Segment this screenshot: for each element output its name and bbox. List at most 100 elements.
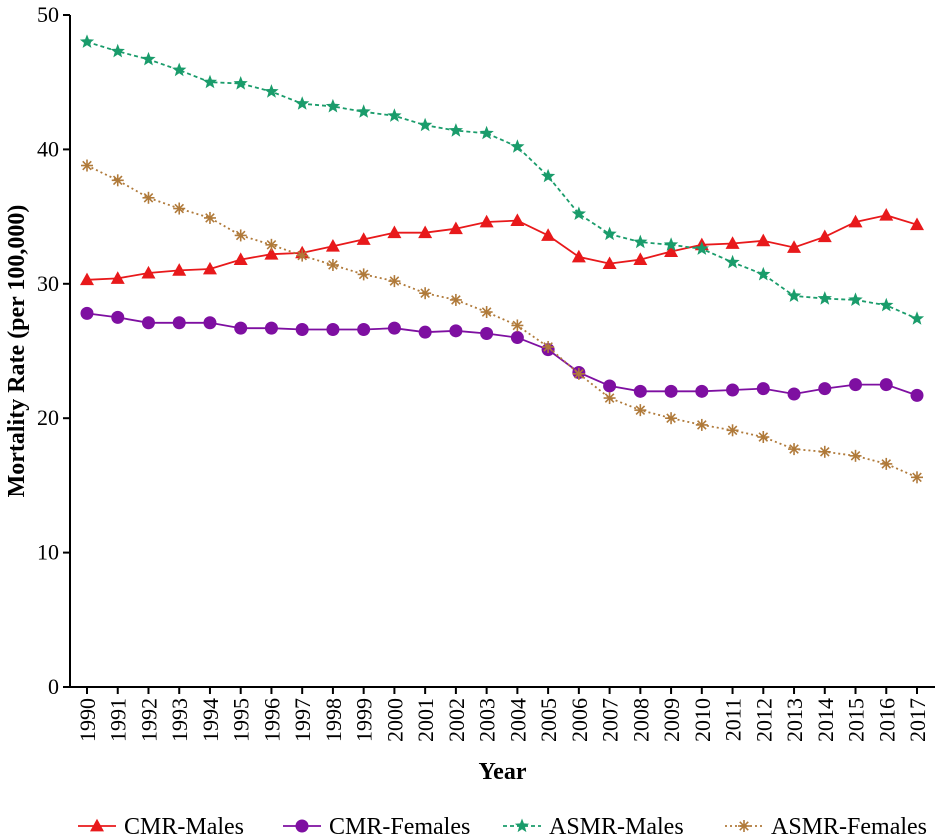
data-point-cmr-males xyxy=(787,240,802,253)
legend-item-cmr-females: CMR-Females xyxy=(283,814,470,839)
legend-item-asmr-males: ASMR-Males xyxy=(503,814,684,839)
data-point-asmr-males xyxy=(510,139,525,153)
series-layer xyxy=(79,34,925,484)
data-point-cmr-males xyxy=(264,247,279,260)
x-tick-label: 2006 xyxy=(567,698,592,742)
series-asmr-females xyxy=(81,159,923,484)
data-point-asmr-females xyxy=(326,258,339,271)
data-point-cmr-males xyxy=(879,208,894,221)
data-point-cmr-females xyxy=(387,321,401,335)
data-point-cmr-females xyxy=(418,325,432,339)
data-point-cmr-males xyxy=(602,256,617,270)
data-point-asmr-males xyxy=(448,123,463,137)
series-line-cmr-males xyxy=(86,214,918,281)
data-point-asmr-females xyxy=(296,249,309,262)
x-tick-label: 2000 xyxy=(382,698,407,742)
legend: CMR-Males CMR-Females ASMR-Males ASMR-Femal… xyxy=(78,814,927,839)
x-tick-label: 2008 xyxy=(628,698,653,742)
data-point-asmr-females xyxy=(880,457,893,470)
asterisk-stroke xyxy=(574,369,584,379)
y-axis-title: Mortality Rate (per 100,000) xyxy=(4,205,30,498)
data-point-asmr-males xyxy=(233,76,248,90)
data-point-cmr-males xyxy=(233,252,248,266)
data-point-asmr-males xyxy=(418,117,433,132)
data-point-cmr-females xyxy=(357,322,371,336)
asterisk-stroke xyxy=(666,413,676,424)
series-asmr-males xyxy=(79,34,925,325)
x-tick-label: 2011 xyxy=(721,698,746,741)
data-point-asmr-males xyxy=(879,297,894,312)
asterisk-stroke xyxy=(819,446,830,457)
data-point-cmr-males xyxy=(356,232,371,245)
data-point-asmr-males xyxy=(694,241,709,255)
data-point-cmr-males xyxy=(325,238,340,252)
legend-label-asmr-females: ASMR-Females xyxy=(771,814,927,839)
y-tick-label: 0 xyxy=(48,674,59,699)
x-tick-label: 1999 xyxy=(352,698,377,742)
x-tick-label: 2012 xyxy=(751,698,776,742)
asterisk-stroke xyxy=(727,425,738,436)
data-point-cmr-males xyxy=(110,271,125,284)
x-tick-label: 2009 xyxy=(659,698,684,742)
data-point-cmr-females xyxy=(756,382,770,396)
data-point-asmr-females xyxy=(511,319,524,332)
legend-marker-asmr-females xyxy=(738,820,750,832)
data-point-cmr-females xyxy=(695,384,709,398)
x-tick-label: 2007 xyxy=(598,698,623,742)
data-point-cmr-males xyxy=(448,221,463,235)
x-tick-label: 1994 xyxy=(198,698,223,742)
data-point-cmr-females xyxy=(664,384,678,398)
asterisk-stroke xyxy=(82,160,92,171)
data-point-cmr-males xyxy=(664,244,679,257)
asterisk-stroke xyxy=(635,405,646,415)
asterisk-stroke xyxy=(881,459,892,469)
data-point-cmr-males xyxy=(172,263,187,276)
data-point-cmr-females xyxy=(510,331,524,345)
data-point-cmr-females xyxy=(818,382,832,396)
asterisk-stroke xyxy=(358,269,369,280)
data-point-cmr-females xyxy=(264,321,278,335)
data-point-asmr-males xyxy=(633,234,648,249)
asterisk-stroke xyxy=(481,307,492,317)
data-point-asmr-males xyxy=(110,43,125,58)
data-point-cmr-males xyxy=(633,252,648,266)
x-tick-label: 1993 xyxy=(167,698,192,742)
x-tick-label: 1990 xyxy=(75,698,100,742)
legend-marker-cmr-males xyxy=(90,818,104,832)
data-point-asmr-females xyxy=(449,293,462,306)
data-point-cmr-females xyxy=(910,388,924,402)
data-point-asmr-females xyxy=(572,367,585,380)
asterisk-stroke xyxy=(451,295,461,305)
asterisk-stroke xyxy=(850,451,861,461)
series-line-asmr-males xyxy=(86,41,918,320)
data-point-asmr-males xyxy=(571,206,586,220)
data-point-cmr-females xyxy=(480,327,494,341)
data-point-asmr-males xyxy=(817,291,832,305)
data-point-asmr-females xyxy=(911,471,923,484)
asterisk-stroke xyxy=(112,175,123,186)
x-tick-label: 2013 xyxy=(782,698,807,742)
legend-item-cmr-males: CMR-Males xyxy=(78,814,244,839)
data-point-asmr-females xyxy=(603,392,616,405)
data-point-asmr-males xyxy=(786,288,802,302)
data-point-asmr-males xyxy=(264,84,279,98)
asterisk-stroke xyxy=(512,320,523,331)
series-cmr-females xyxy=(80,306,924,402)
data-point-asmr-males xyxy=(602,226,617,241)
data-point-asmr-females xyxy=(388,275,401,288)
data-point-asmr-females xyxy=(234,229,247,242)
data-point-asmr-males xyxy=(202,74,218,89)
data-point-cmr-males xyxy=(817,229,832,243)
asterisk-stroke xyxy=(789,444,799,454)
x-tick-label: 2005 xyxy=(536,698,561,742)
legend-marker-cmr-females xyxy=(295,819,309,833)
data-point-cmr-females xyxy=(172,316,186,330)
data-point-cmr-females xyxy=(141,316,155,330)
data-point-asmr-females xyxy=(542,340,555,353)
data-point-asmr-males xyxy=(387,108,402,122)
x-tick-label: 2016 xyxy=(874,698,899,742)
data-point-cmr-females xyxy=(234,321,248,335)
data-point-asmr-males xyxy=(848,292,863,306)
asterisk-stroke xyxy=(739,821,749,831)
data-point-cmr-females xyxy=(80,306,94,320)
